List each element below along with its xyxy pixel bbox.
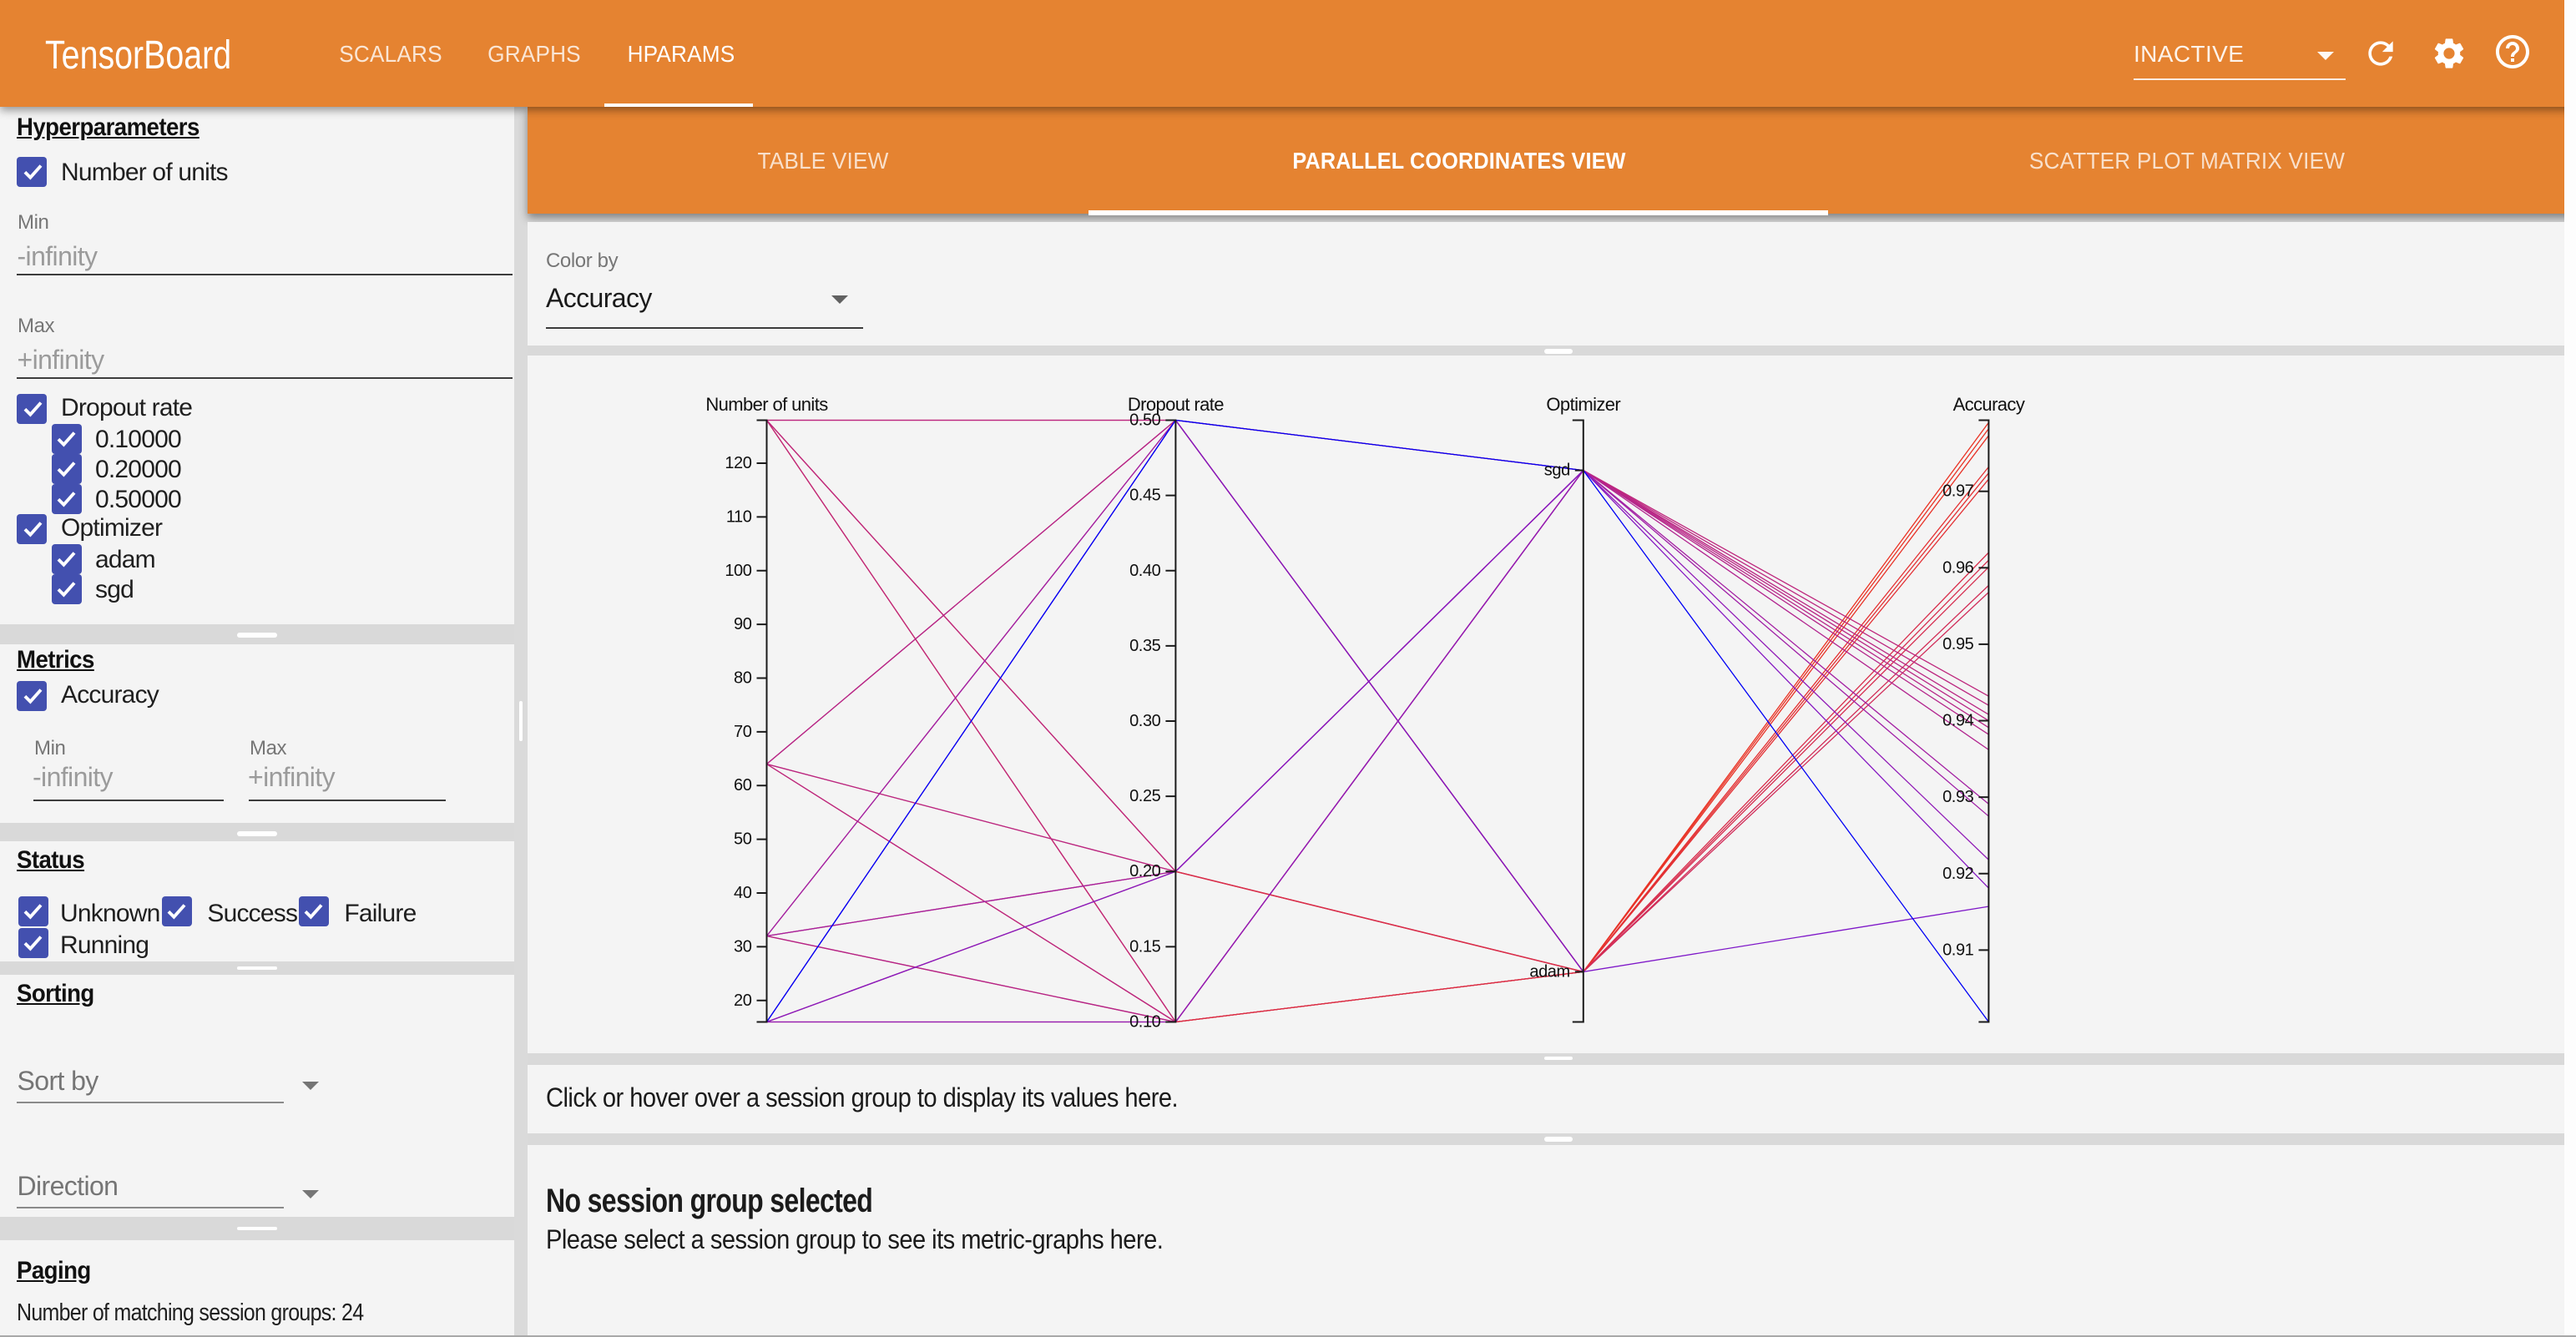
- svg-text:sgd: sgd: [1544, 462, 1570, 480]
- svg-text:0.25: 0.25: [1129, 787, 1161, 805]
- svg-text:0.40: 0.40: [1129, 562, 1161, 580]
- svg-text:0.20: 0.20: [1129, 862, 1161, 880]
- svg-text:90: 90: [734, 615, 752, 633]
- svg-text:0.50: 0.50: [1129, 411, 1161, 430]
- svg-text:0.15: 0.15: [1129, 937, 1161, 956]
- svg-text:110: 110: [726, 507, 752, 526]
- svg-text:0.30: 0.30: [1129, 712, 1161, 730]
- svg-text:30: 30: [734, 937, 752, 956]
- svg-text:50: 50: [734, 830, 752, 849]
- svg-text:0.96: 0.96: [1942, 558, 1974, 577]
- svg-text:0.95: 0.95: [1942, 635, 1974, 653]
- svg-text:Number of units: Number of units: [705, 394, 828, 415]
- svg-text:0.92: 0.92: [1942, 865, 1974, 883]
- svg-text:20: 20: [734, 991, 752, 1010]
- svg-text:70: 70: [734, 723, 752, 741]
- svg-text:40: 40: [734, 884, 752, 902]
- svg-text:Optimizer: Optimizer: [1546, 394, 1620, 415]
- svg-text:0.94: 0.94: [1942, 712, 1974, 730]
- svg-text:120: 120: [725, 454, 751, 472]
- svg-text:0.93: 0.93: [1942, 788, 1974, 806]
- svg-text:0.10: 0.10: [1129, 1013, 1161, 1032]
- svg-text:0.97: 0.97: [1942, 482, 1974, 501]
- svg-text:80: 80: [734, 669, 752, 688]
- svg-text:0.35: 0.35: [1129, 637, 1161, 655]
- svg-text:adam: adam: [1529, 962, 1569, 981]
- svg-text:0.91: 0.91: [1942, 941, 1974, 959]
- svg-text:60: 60: [734, 776, 752, 795]
- svg-text:Dropout rate: Dropout rate: [1128, 394, 1224, 415]
- svg-text:100: 100: [725, 562, 751, 580]
- svg-text:0.45: 0.45: [1129, 487, 1161, 505]
- svg-text:Accuracy: Accuracy: [1953, 394, 2025, 415]
